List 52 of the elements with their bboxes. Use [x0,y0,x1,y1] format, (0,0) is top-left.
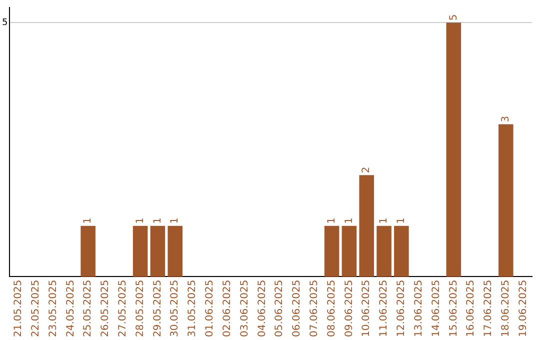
bar [80,226,96,277]
x-tick-label: 18.06.2025 [500,280,512,338]
x-tick-label: 11.06.2025 [378,280,390,338]
x-tick-label: 19.06.2025 [518,280,529,338]
data-label: 1 [396,218,408,224]
data-label: 3 [500,116,512,122]
bar [342,226,357,277]
x-tick-label: 14.06.2025 [430,280,442,338]
x-tick-label: 09.06.2025 [344,280,355,338]
x-tick-label: 29.05.2025 [152,280,164,338]
data-label: 5 [448,14,460,21]
x-tick-label: 07.06.2025 [308,280,320,338]
x-tick-label: 22.05.2025 [30,280,42,338]
x-tick-label: 31.05.2025 [187,280,198,338]
x-tick-label: 17.06.2025 [483,280,494,338]
data-label: 1 [170,218,181,224]
data-label: 1 [134,218,146,224]
x-tick-label: 30.05.2025 [170,280,181,338]
bar [498,124,514,277]
data-label: 1 [152,218,164,224]
x-tick-label: 15.06.2025 [448,280,460,338]
bar [446,22,462,277]
data-label: 1 [326,218,338,224]
bar [394,226,409,277]
x-tick-label: 24.05.2025 [65,280,76,338]
data-label: 1 [344,218,355,224]
bar [168,226,183,277]
x-tick-label: 23.05.2025 [48,280,59,338]
data-label: 1 [82,218,94,224]
x-tick-label: 10.06.2025 [361,280,372,338]
x-tick-label: 01.06.2025 [204,280,216,338]
bar [132,226,148,277]
data-label: 1 [378,218,390,224]
x-tick-label: 06.06.2025 [292,280,303,338]
x-tick-label: 13.06.2025 [413,280,424,338]
bar [359,175,374,277]
x-tick-label: 21.05.2025 [13,280,24,338]
bar [150,226,166,277]
x-tick-label: 04.06.2025 [256,280,268,338]
x-tick-label: 25.05.2025 [82,280,94,338]
x-tick-label: 16.06.2025 [466,280,477,338]
x-tick-label: 08.06.2025 [326,280,338,338]
bar [324,226,340,277]
x-tick-label: 02.06.2025 [222,280,233,338]
x-tick-label: 03.06.2025 [239,280,250,338]
bar [376,226,392,277]
x-tick-label: 12.06.2025 [396,280,408,338]
data-label: 2 [361,166,372,174]
x-tick-label: 27.05.2025 [117,280,128,338]
x-tick-label: 05.06.2025 [274,280,286,338]
x-tick-label: 28.05.2025 [134,280,146,338]
x-tick-label: 26.05.2025 [100,280,112,338]
